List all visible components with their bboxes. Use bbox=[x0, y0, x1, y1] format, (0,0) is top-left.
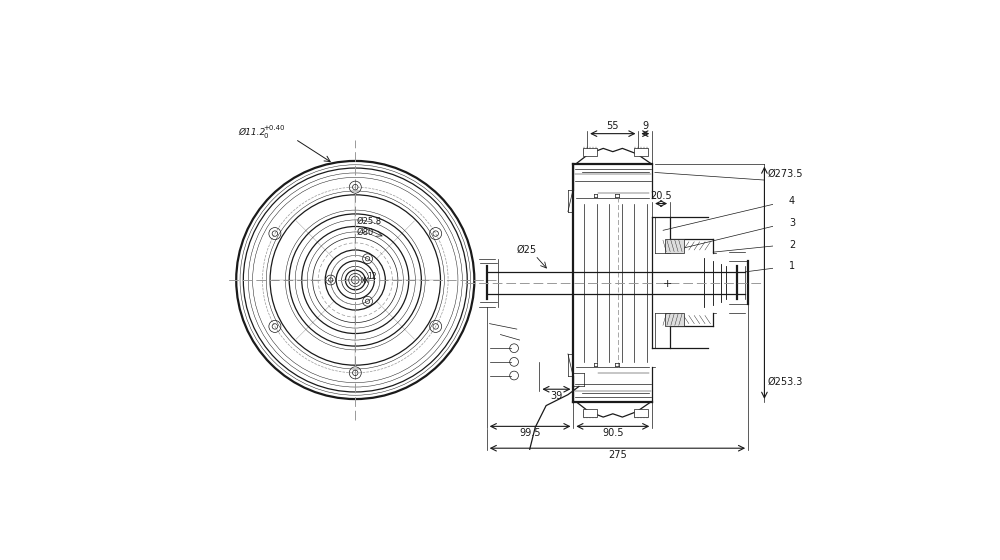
Text: Ø253.3: Ø253.3 bbox=[767, 377, 803, 387]
Text: 39: 39 bbox=[550, 391, 563, 401]
Text: 2: 2 bbox=[789, 240, 795, 250]
Text: 90.5: 90.5 bbox=[602, 428, 624, 438]
Text: 12: 12 bbox=[367, 272, 377, 281]
Text: 1: 1 bbox=[789, 262, 795, 272]
Bar bbox=[665, 313, 684, 326]
Text: 0: 0 bbox=[264, 133, 268, 139]
Text: 275: 275 bbox=[608, 450, 627, 460]
Text: 55: 55 bbox=[607, 122, 619, 131]
Text: 9: 9 bbox=[642, 122, 648, 131]
Bar bbox=[634, 148, 648, 156]
Bar bbox=[583, 148, 597, 156]
Bar bbox=[634, 409, 648, 417]
Text: Ø25.8: Ø25.8 bbox=[357, 217, 382, 226]
Text: +: + bbox=[663, 278, 672, 288]
Text: 20.5: 20.5 bbox=[650, 191, 672, 201]
Text: Ø11.2: Ø11.2 bbox=[238, 128, 265, 137]
Text: 4: 4 bbox=[789, 196, 795, 206]
Text: Ø273.5: Ø273.5 bbox=[767, 169, 803, 179]
Text: Ø80: Ø80 bbox=[357, 228, 374, 237]
Text: +0.40: +0.40 bbox=[264, 125, 285, 132]
Text: Ø25: Ø25 bbox=[517, 245, 537, 255]
Bar bbox=[583, 409, 597, 417]
Bar bbox=[665, 239, 684, 253]
Text: 99.5: 99.5 bbox=[519, 428, 541, 438]
Text: 3: 3 bbox=[789, 218, 795, 228]
